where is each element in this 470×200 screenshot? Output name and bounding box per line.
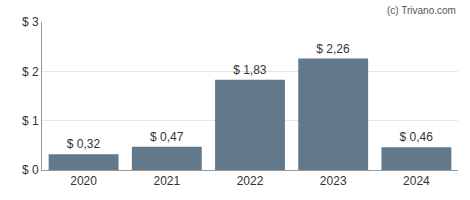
svg-text:2022: 2022 <box>237 174 264 188</box>
svg-text:$ 2,26: $ 2,26 <box>316 42 350 56</box>
svg-text:2021: 2021 <box>153 174 180 188</box>
svg-text:$ 1,83: $ 1,83 <box>233 63 267 77</box>
svg-text:2024: 2024 <box>403 174 430 188</box>
svg-text:(c) Trivano.com: (c) Trivano.com <box>387 5 456 16</box>
svg-text:$ 3: $ 3 <box>22 15 39 29</box>
svg-text:$ 0,47: $ 0,47 <box>150 130 184 144</box>
svg-text:$ 0,46: $ 0,46 <box>400 130 434 144</box>
svg-text:2023: 2023 <box>320 174 347 188</box>
svg-text:$ 0: $ 0 <box>22 163 39 177</box>
svg-text:$ 2: $ 2 <box>22 65 39 79</box>
svg-text:$ 1: $ 1 <box>22 114 39 128</box>
svg-text:2020: 2020 <box>70 174 97 188</box>
svg-text:$ 0,32: $ 0,32 <box>67 137 101 151</box>
